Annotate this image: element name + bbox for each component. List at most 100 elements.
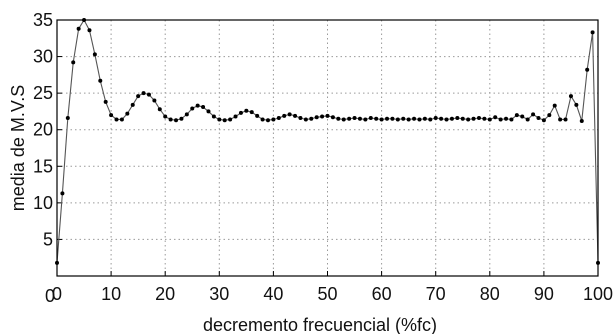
data-point <box>114 117 119 122</box>
data-point <box>125 111 130 116</box>
data-point <box>276 116 281 121</box>
data-point <box>163 114 168 119</box>
y-tick-label: 30 <box>33 47 53 67</box>
data-point <box>531 112 536 117</box>
data-point <box>174 118 179 123</box>
y-tick-label: 20 <box>33 120 53 140</box>
data-point <box>422 116 427 121</box>
data-point <box>298 116 303 121</box>
data-point <box>428 117 433 122</box>
y-tick-label: 25 <box>33 83 53 103</box>
x-tick-label: 20 <box>155 284 175 304</box>
data-point <box>547 113 552 118</box>
data-point <box>558 117 563 122</box>
data-point <box>179 116 184 121</box>
data-point <box>130 102 135 107</box>
data-point <box>71 60 76 65</box>
data-point <box>271 117 276 122</box>
data-point <box>330 115 335 120</box>
data-point <box>217 117 222 122</box>
data-point <box>109 113 114 118</box>
x-axis-title: decremento frecuencial (%fc) <box>203 315 437 334</box>
grid <box>56 19 599 276</box>
data-point <box>65 116 70 121</box>
data-point <box>352 116 357 121</box>
data-point <box>255 113 260 118</box>
data-point <box>406 117 411 122</box>
data-point <box>244 108 249 113</box>
data-point <box>514 113 519 118</box>
data-point <box>563 117 568 122</box>
data-point <box>466 117 471 122</box>
tick-labels: 0 10 20 30 40 50 60 70 80 90 100 5 10 15 20 25 30 35 <box>33 10 613 304</box>
data-point <box>98 78 103 83</box>
data-point <box>374 116 379 121</box>
data-point <box>341 117 346 122</box>
data-point <box>390 116 395 121</box>
data-point <box>444 117 449 122</box>
x-tick-label: 70 <box>426 284 446 304</box>
data-point <box>228 117 233 122</box>
data-point <box>325 113 330 118</box>
data-point <box>574 102 579 107</box>
data-point <box>249 110 254 115</box>
data-point <box>487 117 492 122</box>
data-point <box>293 113 298 118</box>
data-point <box>206 109 211 114</box>
data-point <box>579 118 584 123</box>
data-point <box>493 115 498 120</box>
data-point <box>357 116 362 121</box>
data-point <box>504 116 509 121</box>
x-tick-label: 30 <box>209 284 229 304</box>
x-tick-label: 100 <box>583 284 613 304</box>
data-point <box>211 114 216 119</box>
data-point <box>260 117 265 122</box>
series-layer <box>55 18 600 265</box>
data-point <box>87 28 92 33</box>
data-point <box>222 118 227 123</box>
data-point <box>60 191 65 196</box>
data-point <box>509 117 514 122</box>
data-point <box>141 91 146 96</box>
data-point <box>449 116 454 121</box>
plot-frame <box>56 19 599 277</box>
data-point <box>287 112 292 117</box>
data-point <box>476 116 481 121</box>
data-point <box>417 117 422 122</box>
data-point <box>92 52 97 57</box>
y-axis-zero-label: 0 <box>45 286 55 306</box>
data-point <box>482 116 487 121</box>
data-point <box>520 114 525 119</box>
data-point <box>184 112 189 117</box>
data-point <box>233 114 238 119</box>
data-point <box>282 113 287 118</box>
data-point <box>238 110 243 115</box>
data-point <box>265 118 270 123</box>
data-point <box>201 105 206 110</box>
y-axis-title: media de M.V.S <box>8 85 28 211</box>
data-point <box>336 116 341 121</box>
data-point <box>471 116 476 121</box>
y-tick-label: 5 <box>43 229 53 249</box>
data-point <box>412 116 417 121</box>
data-point <box>536 116 541 121</box>
data-point <box>103 99 108 104</box>
data-point <box>541 118 546 123</box>
x-tick-label: 90 <box>534 284 554 304</box>
data-point <box>401 116 406 121</box>
data-point <box>433 116 438 121</box>
data-point <box>460 116 465 121</box>
data-point <box>368 116 373 121</box>
data-point <box>439 116 444 121</box>
data-point <box>525 117 530 122</box>
data-point <box>379 117 384 122</box>
data-point <box>195 103 200 108</box>
data-point <box>395 117 400 122</box>
data-point <box>585 67 590 72</box>
x-tick-label: 10 <box>101 284 121 304</box>
plot-area-background <box>57 20 598 276</box>
data-point <box>303 117 308 122</box>
data-point <box>363 117 368 122</box>
data-point <box>76 26 81 31</box>
